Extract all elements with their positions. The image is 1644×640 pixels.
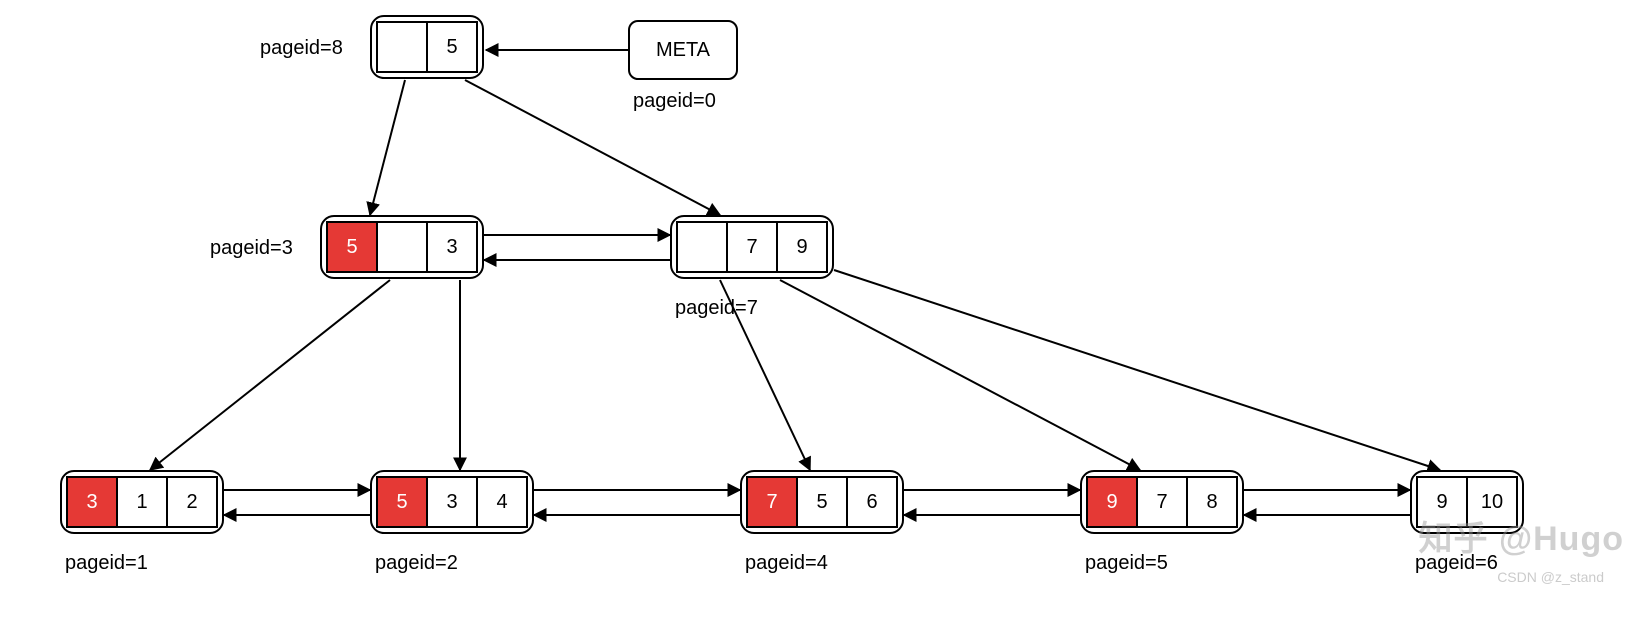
page-node-n4: 756 <box>740 470 904 534</box>
pageid-label: pageid=8 <box>260 37 343 60</box>
cell <box>676 221 728 273</box>
pageid-label: pageid=2 <box>375 552 458 575</box>
cell: 9 <box>776 221 828 273</box>
cell: 6 <box>846 476 898 528</box>
page-node-n3: 53 <box>320 215 484 279</box>
cell: 5 <box>426 21 478 73</box>
pageid-label: pageid=7 <box>675 297 758 320</box>
edge <box>370 80 405 215</box>
cell <box>376 221 428 273</box>
edge <box>150 280 390 470</box>
watermark: 知乎 @Hugo <box>1419 511 1624 560</box>
meta-node: META <box>628 20 738 80</box>
cell: 5 <box>326 221 378 273</box>
cell: 1 <box>116 476 168 528</box>
cell: 8 <box>1186 476 1238 528</box>
cell: 3 <box>426 476 478 528</box>
cell: 5 <box>796 476 848 528</box>
meta-label: META <box>656 39 710 62</box>
cell: 7 <box>1136 476 1188 528</box>
cell: 7 <box>726 221 778 273</box>
cell: 5 <box>376 476 428 528</box>
watermark-csdn: CSDN @z_stand <box>1497 569 1604 585</box>
cell: 4 <box>476 476 528 528</box>
pageid-label: pageid=5 <box>1085 552 1168 575</box>
cell: 3 <box>426 221 478 273</box>
cell: 7 <box>746 476 798 528</box>
pageid-label: pageid=0 <box>633 90 716 113</box>
page-node-n5: 978 <box>1080 470 1244 534</box>
page-node-n7: 79 <box>670 215 834 279</box>
pageid-label: pageid=4 <box>745 552 828 575</box>
cell <box>376 21 428 73</box>
page-node-n2: 534 <box>370 470 534 534</box>
cell: 9 <box>1086 476 1138 528</box>
cell: 2 <box>166 476 218 528</box>
cell: 3 <box>66 476 118 528</box>
page-node-n1: 312 <box>60 470 224 534</box>
pageid-label: pageid=3 <box>210 237 293 260</box>
pageid-label: pageid=1 <box>65 552 148 575</box>
edge <box>780 280 1140 470</box>
edge <box>834 270 1440 470</box>
edge-layer <box>0 0 1644 640</box>
page-node-n8: 5 <box>370 15 484 79</box>
